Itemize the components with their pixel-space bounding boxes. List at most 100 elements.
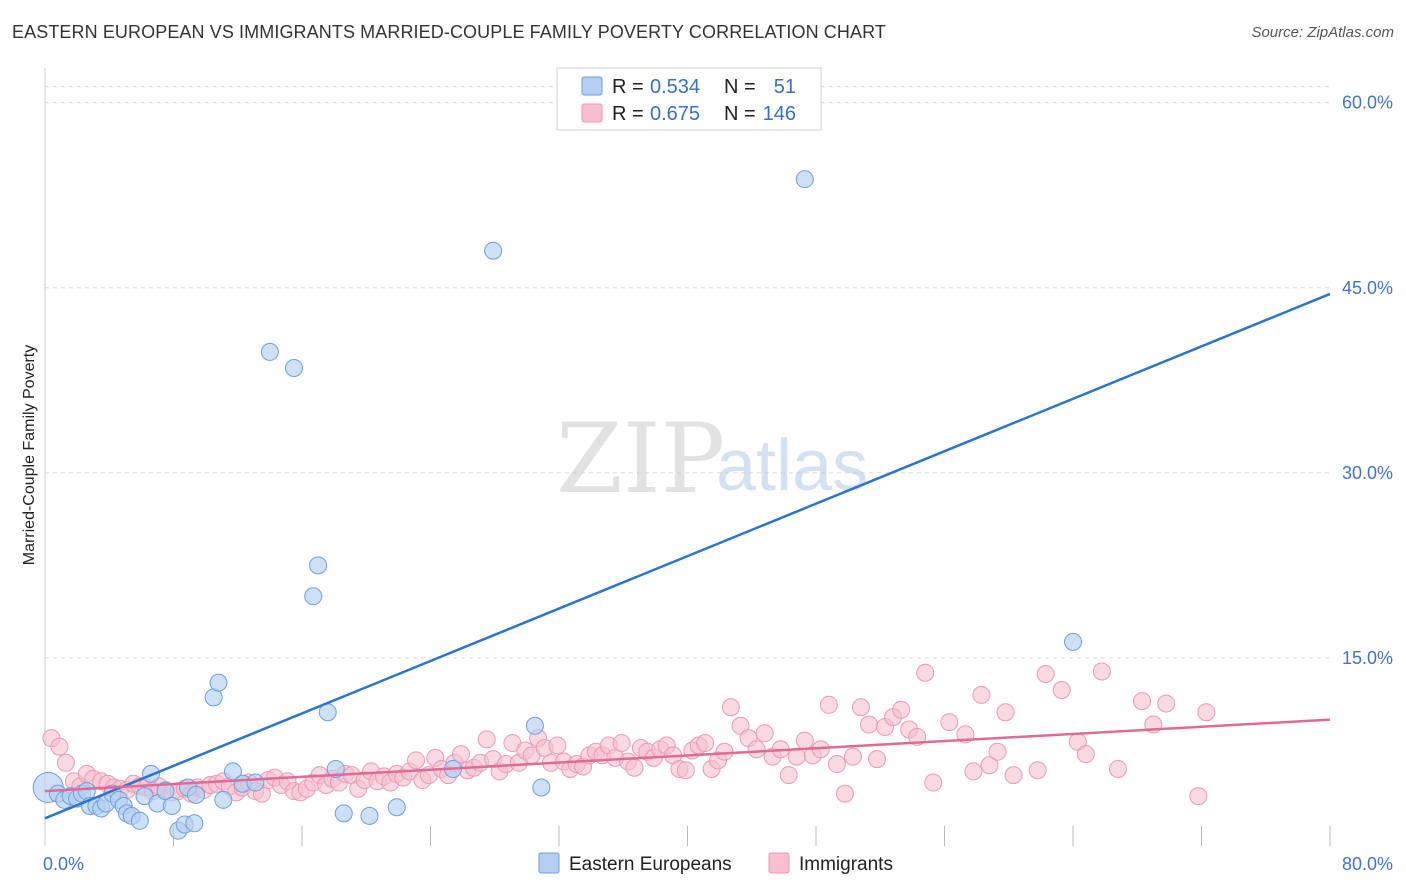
eastern-europeans-point-25 <box>185 814 204 833</box>
watermark-zip: ZIP <box>556 403 725 515</box>
immigrants-point-141 <box>1052 681 1071 699</box>
eastern-europeans-point-20 <box>156 782 175 801</box>
eastern-europeans-point-36 <box>309 556 328 575</box>
immigrants-point-143 <box>1076 745 1095 764</box>
legend-r-value-2: 0.675 <box>650 103 700 125</box>
immigrants-point-122 <box>860 715 879 734</box>
y-tick-label-2: 45.0% <box>1342 278 1393 298</box>
immigrants-point-56 <box>407 751 426 770</box>
bottom-legend-label-immigrants: Immigrants <box>799 854 893 875</box>
legend-swatch-blue <box>581 76 603 96</box>
immigrants-point-101 <box>696 734 715 753</box>
eastern-europeans-point-35 <box>304 587 323 606</box>
immigrants-point-146 <box>1133 692 1152 711</box>
immigrants-point-98 <box>676 761 695 780</box>
eastern-europeans-point-16 <box>130 811 149 830</box>
eastern-europeans-point-44 <box>525 716 544 735</box>
bottom-legend: Eastern Europeans Immigrants <box>538 852 893 875</box>
immigrants-point-112 <box>779 766 798 785</box>
immigrants-point-136 <box>988 742 1007 761</box>
immigrants-point-145 <box>1108 759 1127 778</box>
eastern-europeans-point-41 <box>387 798 406 817</box>
eastern-europeans-point-40 <box>360 806 379 825</box>
eastern-europeans-point-34 <box>284 358 303 377</box>
eastern-europeans-point-29 <box>214 790 233 809</box>
legend-r-label-1: R = <box>612 76 644 98</box>
source-credit: Source: ZipAtlas.com <box>1251 24 1394 41</box>
watermark-atlas: atlas <box>716 426 868 506</box>
eastern-europeans-point-38 <box>326 759 345 778</box>
x-ticks <box>173 826 1331 846</box>
eastern-europeans-point-21 <box>162 796 181 815</box>
immigrants-point-105 <box>721 698 740 717</box>
immigrants-point-148 <box>1157 694 1176 713</box>
y-tick-label-3: 60.0% <box>1342 93 1393 113</box>
immigrants-point-131 <box>940 713 959 732</box>
immigrants-point-150 <box>1197 703 1216 722</box>
immigrants-point-130 <box>924 773 943 792</box>
immigrants-point-123 <box>868 750 887 769</box>
immigrants-point-135 <box>980 756 999 775</box>
bottom-legend-label-eastern-europeans: Eastern Europeans <box>569 854 732 875</box>
immigrants-point-140 <box>1036 664 1055 683</box>
eastern-europeans-point-43 <box>484 241 503 260</box>
immigrants-trend-line <box>44 718 1331 793</box>
legend-n-label-1: N = <box>724 76 756 98</box>
legend-r-label-2: R = <box>612 103 644 125</box>
legend-n-value-1: 51 <box>774 76 796 98</box>
eastern-europeans-point-28 <box>209 673 228 692</box>
eastern-europeans-point-33 <box>260 342 279 361</box>
legend-swatch-pink <box>581 103 603 123</box>
legend-n-value-2: 146 <box>763 103 796 125</box>
eastern-europeans-point-6 <box>77 782 96 801</box>
immigrants-point-63 <box>452 745 471 764</box>
immigrants-point-144 <box>1092 662 1111 681</box>
immigrants-point-139 <box>1028 761 1047 780</box>
immigrants-point-67 <box>477 730 496 749</box>
immigrants-point-133 <box>964 762 983 781</box>
eastern-europeans-point-26 <box>186 785 205 804</box>
bottom-legend-swatch-blue <box>538 852 560 874</box>
immigrants-point-138 <box>1004 766 1023 785</box>
immigrants-point-121 <box>851 698 870 717</box>
trend-lines <box>44 292 1331 820</box>
chart-title: EASTERN EUROPEAN VS IMMIGRANTS MARRIED-C… <box>12 22 886 42</box>
immigrants-point-118 <box>827 755 846 774</box>
immigrants-point-137 <box>996 703 1015 722</box>
legend-n-label-2: N = <box>724 103 756 125</box>
x-tick-labels: 0.0% 80.0% <box>43 854 1393 874</box>
immigrants-point-78 <box>548 736 567 755</box>
immigrants-point-126 <box>892 700 911 719</box>
legend-r-value-1: 0.534 <box>650 76 700 98</box>
immigrants-point-129 <box>916 663 935 682</box>
immigrants-point-120 <box>843 747 862 766</box>
y-tick-labels: 15.0% 30.0% 45.0% 60.0% <box>1342 93 1393 668</box>
immigrants-point-134 <box>972 685 991 704</box>
y-axis-label: Married-Couple Family Poverty <box>21 345 38 566</box>
x-tick-label-1: 80.0% <box>1342 854 1393 874</box>
eastern-europeans-point-47 <box>1064 632 1082 651</box>
immigrants-point-119 <box>835 784 854 803</box>
y-tick-label-1: 30.0% <box>1342 463 1393 483</box>
eastern-europeans-point-46 <box>795 170 814 189</box>
immigrants-point-104 <box>715 742 734 761</box>
immigrants-point-88 <box>612 734 631 753</box>
eastern-europeans-point-39 <box>334 804 353 823</box>
watermark: ZIP atlas <box>556 403 868 515</box>
immigrants-point-117 <box>819 695 838 714</box>
immigrants-point-1 <box>50 737 69 756</box>
legend-box: R = 0.534 N = 51 R = 0.675 N = 146 <box>556 67 822 131</box>
y-tick-label-0: 15.0% <box>1342 648 1393 668</box>
immigrants-point-114 <box>795 731 814 750</box>
immigrants-point-108 <box>747 740 766 759</box>
immigrants-point-149 <box>1189 787 1208 806</box>
immigrants-point-109 <box>755 724 774 743</box>
immigrants-point-90 <box>625 758 644 777</box>
bottom-legend-swatch-pink <box>768 852 790 874</box>
eastern-europeans-point-45 <box>532 778 551 797</box>
x-tick-label-0: 0.0% <box>43 854 84 874</box>
eastern-europeans-trend-line <box>44 292 1331 820</box>
eastern-europeans-points <box>32 170 1082 840</box>
eastern-europeans-point-32 <box>246 773 265 792</box>
